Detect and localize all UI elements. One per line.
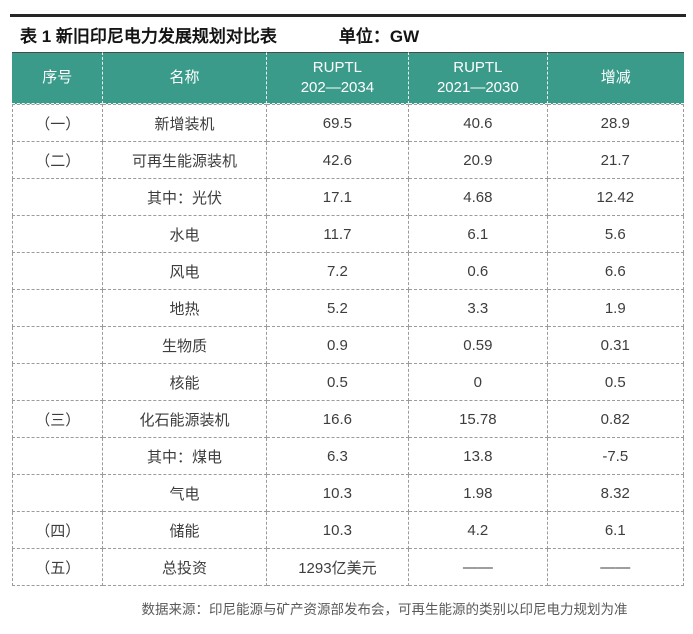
cell-delta: 5.6 [547, 216, 684, 253]
cell-name: 水电 [103, 216, 267, 253]
cell-name: 其中：光伏 [103, 179, 267, 216]
cell-delta: -7.5 [547, 438, 684, 475]
title-top-rule [10, 14, 686, 17]
cell-index [12, 253, 104, 290]
cell-ruptl-new: 16.6 [266, 401, 410, 438]
cell-ruptl-old: —— [409, 549, 548, 586]
cell-name: 生物质 [103, 327, 267, 364]
col-header-index: 序号 [12, 52, 104, 104]
cell-ruptl-old: 4.2 [409, 512, 548, 549]
header-row: 序号 名称 RUPTL 202—2034 RUPTL 2021—2030 增减 [12, 52, 684, 104]
comparison-table: 序号 名称 RUPTL 202—2034 RUPTL 2021—2030 增减 （一… [12, 52, 684, 586]
cell-name: 总投资 [103, 549, 267, 586]
cell-ruptl-old: 0.6 [409, 253, 548, 290]
col-header-delta: 增减 [547, 52, 684, 104]
cell-name: 核能 [103, 364, 267, 401]
cell-ruptl-old: 0 [409, 364, 548, 401]
cell-index: （五） [12, 549, 104, 586]
cell-delta: 6.6 [547, 253, 684, 290]
cell-ruptl-new: 7.2 [266, 253, 410, 290]
data-source-note: 数据来源：印尼能源与矿产资源部发布会，可再生能源的类别以印尼电力规划为准 [141, 602, 628, 617]
col-header-sublabel: 2021—2030 [436, 79, 519, 96]
table-row: 生物质 0.9 0.59 0.31 [12, 327, 684, 364]
cell-name: 地热 [103, 290, 267, 327]
cell-index [12, 216, 104, 253]
table-title: 表 1 新旧印尼电力发展规划对比表 [20, 27, 277, 46]
cell-ruptl-old: 15.78 [409, 401, 548, 438]
cell-delta: 0.5 [547, 364, 684, 401]
col-header-label: 增减 [600, 68, 631, 86]
cell-delta: 28.9 [547, 104, 684, 142]
cell-ruptl-new: 17.1 [266, 179, 410, 216]
comparison-table-wrap: 序号 名称 RUPTL 202—2034 RUPTL 2021—2030 增减 （一… [12, 52, 684, 586]
table-row: 气电 10.3 1.98 8.32 [12, 475, 684, 512]
cell-ruptl-new: 0.5 [266, 364, 410, 401]
col-header-label: 序号 [42, 68, 73, 86]
cell-name: 风电 [103, 253, 267, 290]
cell-delta: 0.82 [547, 401, 684, 438]
cell-delta: 0.31 [547, 327, 684, 364]
cell-name: 新增装机 [103, 104, 267, 142]
table-row: 其中：煤电 6.3 13.8 -7.5 [12, 438, 684, 475]
cell-ruptl-new: 11.7 [266, 216, 410, 253]
cell-index [12, 438, 104, 475]
table-row: 水电 11.7 6.1 5.6 [12, 216, 684, 253]
cell-ruptl-new: 0.9 [266, 327, 410, 364]
table-row: 核能 0.5 0 0.5 [12, 364, 684, 401]
cell-ruptl-old: 1.98 [409, 475, 548, 512]
cell-ruptl-new: 10.3 [266, 512, 410, 549]
cell-ruptl-new: 42.6 [266, 142, 410, 179]
cell-ruptl-old: 40.6 [409, 104, 548, 142]
cell-index [12, 364, 104, 401]
cell-index: （二） [12, 142, 104, 179]
cell-ruptl-old: 3.3 [409, 290, 548, 327]
cell-name: 储能 [103, 512, 267, 549]
cell-index [12, 290, 104, 327]
cell-delta: 1.9 [547, 290, 684, 327]
col-header-label: 名称 [169, 68, 200, 86]
cell-ruptl-new: 69.5 [266, 104, 410, 142]
cell-delta: 8.32 [547, 475, 684, 512]
col-header-ruptl-new: RUPTL 202—2034 [266, 52, 410, 104]
cell-ruptl-old: 20.9 [409, 142, 548, 179]
cell-delta: 12.42 [547, 179, 684, 216]
cell-ruptl-new: 5.2 [266, 290, 410, 327]
cell-ruptl-old: 0.59 [409, 327, 548, 364]
cell-name: 气电 [103, 475, 267, 512]
table-row: 其中：光伏 17.1 4.68 12.42 [12, 179, 684, 216]
cell-index: （三） [12, 401, 104, 438]
table-row: （四） 储能 10.3 4.2 6.1 [12, 512, 684, 549]
col-header-label: RUPTL [312, 58, 362, 76]
cell-ruptl-new: 10.3 [266, 475, 410, 512]
cell-name: 化石能源装机 [103, 401, 267, 438]
unit-label: 单位：GW [338, 27, 420, 46]
cell-index: （四） [12, 512, 104, 549]
table-row: 风电 7.2 0.6 6.6 [12, 253, 684, 290]
cell-ruptl-old: 4.68 [409, 179, 548, 216]
cell-delta: —— [547, 549, 684, 586]
cell-name: 其中：煤电 [103, 438, 267, 475]
cell-index [12, 179, 104, 216]
cell-ruptl-new: 1293亿美元 [266, 549, 410, 586]
table-row: （二） 可再生能源装机 42.6 20.9 21.7 [12, 142, 684, 179]
col-header-ruptl-old: RUPTL 2021—2030 [409, 52, 548, 104]
table-row: （一） 新增装机 69.5 40.6 28.9 [12, 104, 684, 142]
col-header-sublabel: 202—2034 [300, 79, 375, 96]
table-row: （三） 化石能源装机 16.6 15.78 0.82 [12, 401, 684, 438]
cell-ruptl-old: 6.1 [409, 216, 548, 253]
col-header-name: 名称 [103, 52, 267, 104]
table-row: （五） 总投资 1293亿美元 —— —— [12, 549, 684, 586]
cell-delta: 21.7 [547, 142, 684, 179]
cell-name: 可再生能源装机 [103, 142, 267, 179]
table-row: 地热 5.2 3.3 1.9 [12, 290, 684, 327]
cell-ruptl-old: 13.8 [409, 438, 548, 475]
table-title-bar: 表 1 新旧印尼电力发展规划对比表 单位：GW [20, 22, 419, 47]
cell-delta: 6.1 [547, 512, 684, 549]
col-header-label: RUPTL [453, 58, 503, 76]
cell-index [12, 475, 104, 512]
cell-index: （一） [12, 104, 104, 142]
cell-ruptl-new: 6.3 [266, 438, 410, 475]
cell-index [12, 327, 104, 364]
